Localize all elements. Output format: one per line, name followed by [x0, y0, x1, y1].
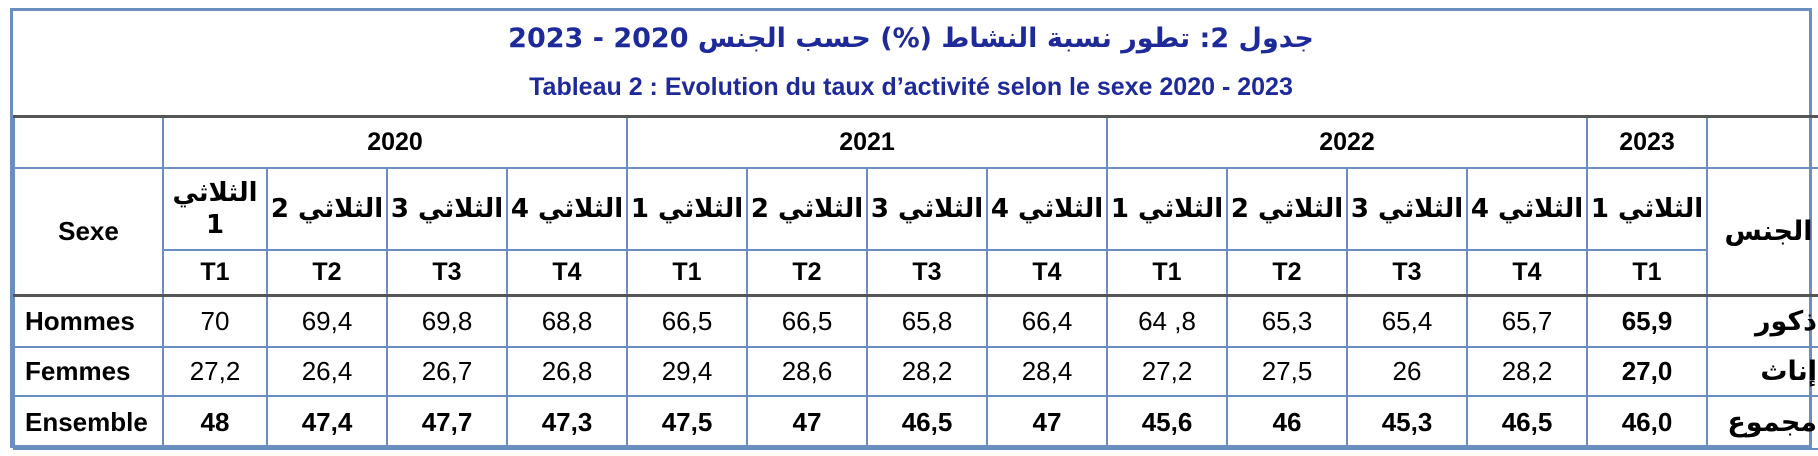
quarter-code-header: T3 [386, 248, 508, 297]
table-row-hommes: Hommes 70 69,4 69,8 68,8 66,5 66,5 65,8 … [13, 294, 1818, 348]
table-cell: 69,4 [266, 294, 388, 348]
table-cell: 27,0 [1586, 346, 1708, 397]
title-arabic: جدول 2: تطور نسبة النشاط (%) حسب الجنس 2… [508, 23, 1314, 54]
quarter-code-header: T4 [506, 248, 628, 297]
table-cell: 47,3 [506, 395, 628, 450]
quarter-code-header: T1 [162, 248, 268, 297]
title-french: Tableau 2 : Evolution du taux d’activité… [529, 73, 1293, 101]
table-cell: 64 ,8 [1106, 294, 1228, 348]
table-cell: 45,3 [1346, 395, 1468, 450]
table-cell: 65,4 [1346, 294, 1468, 348]
table-cell: 70 [162, 294, 268, 348]
table-cell: 47,5 [626, 395, 748, 450]
table-cell: 28,2 [866, 346, 988, 397]
table-cell: 68,8 [506, 294, 628, 348]
quarter-ar-header: الثلاثي 3 [386, 166, 508, 251]
table-cell: 28,2 [1466, 346, 1588, 397]
quarter-ar-header: الثلاثي 1 [626, 166, 748, 251]
table-cell: 48 [162, 395, 268, 450]
table-cell: 46,5 [1466, 395, 1588, 450]
jins-header: الجنس [1706, 166, 1818, 297]
table-cell: 26,4 [266, 346, 388, 397]
table-cell: 69,8 [386, 294, 508, 348]
table-cell: 28,4 [986, 346, 1108, 397]
table-cell: 47,7 [386, 395, 508, 450]
table-cell: 27,5 [1226, 346, 1348, 397]
year-header-2021: 2021 [626, 115, 1108, 169]
table-cell: 27,2 [1106, 346, 1228, 397]
table-cell: 65,3 [1226, 294, 1348, 348]
quarter-code-header: T1 [1106, 248, 1228, 297]
row-label-ar: ذكور [1706, 294, 1818, 348]
table-cell: 46 [1226, 395, 1348, 450]
quarter-ar-header: الثلاثي 4 [506, 166, 628, 251]
table-cell: 28,6 [746, 346, 868, 397]
table-cell: 26,8 [506, 346, 628, 397]
quarter-code-header: T3 [1346, 248, 1468, 297]
table-cell: 47,4 [266, 395, 388, 450]
quarter-ar-header: الثلاثي 1 [1106, 166, 1228, 251]
table-title-block: جدول 2: تطور نسبة النشاط (%) حسب الجنس 2… [13, 11, 1809, 115]
year-header-2022: 2022 [1106, 115, 1588, 169]
table-row-femmes: Femmes 27,2 26,4 26,7 26,8 29,4 28,6 28,… [13, 346, 1818, 397]
table-cell: 66,5 [746, 294, 868, 348]
row-label-fr: Ensemble [13, 395, 164, 450]
year-header-2023: 2023 [1586, 115, 1708, 169]
table-cell: 29,4 [626, 346, 748, 397]
quarter-code-header: T1 [626, 248, 748, 297]
quarter-ar-header: الثلاثي 3 [1346, 166, 1468, 251]
table-cell: 65,9 [1586, 294, 1708, 348]
table-cell: 47 [986, 395, 1108, 450]
table-cell: 66,4 [986, 294, 1108, 348]
quarter-code-header: T2 [266, 248, 388, 297]
table-cell: 65,8 [866, 294, 988, 348]
quarter-ar-header: الثلاثي 1 [162, 166, 268, 251]
year-header-2020: 2020 [162, 115, 628, 169]
table-cell: 65,7 [1466, 294, 1588, 348]
table-row-ensemble: Ensemble 48 47,4 47,7 47,3 47,5 47 46,5 … [13, 395, 1818, 450]
quarter-code-header: T1 [1586, 248, 1708, 297]
header-empty-left [13, 115, 164, 169]
quarter-code-header: T2 [746, 248, 868, 297]
quarter-ar-header: الثلاثي 2 [1226, 166, 1348, 251]
table-cell: 27,2 [162, 346, 268, 397]
quarter-code-header: T4 [1466, 248, 1588, 297]
quarter-ar-header: الثلاثي 3 [866, 166, 988, 251]
row-label-ar: مجموع [1706, 395, 1818, 450]
quarter-code-header: T4 [986, 248, 1108, 297]
table-cell: 47 [746, 395, 868, 450]
table-cell: 66,5 [626, 294, 748, 348]
quarter-ar-header: الثلاثي 2 [266, 166, 388, 251]
row-label-fr: Femmes [13, 346, 164, 397]
row-label-fr: Hommes [13, 294, 164, 348]
row-label-ar: إناث [1706, 346, 1818, 397]
table-cell: 46,0 [1586, 395, 1708, 450]
quarter-ar-header: الثلاثي 1 [1586, 166, 1708, 251]
sexe-header: Sexe [13, 166, 164, 297]
table-document: جدول 2: تطور نسبة النشاط (%) حسب الجنس 2… [10, 8, 1818, 450]
quarter-ar-header: الثلاثي 4 [986, 166, 1108, 251]
quarter-code-header: T3 [866, 248, 988, 297]
header-empty-right [1706, 115, 1818, 169]
table-cell: 45,6 [1106, 395, 1228, 450]
table-cell: 26,7 [386, 346, 508, 397]
quarter-ar-header: الثلاثي 2 [746, 166, 868, 251]
quarter-code-header: T2 [1226, 248, 1348, 297]
table-cell: 46,5 [866, 395, 988, 450]
table-cell: 26 [1346, 346, 1468, 397]
activity-rate-table: 2020 2021 2022 2023 Sexe الثلاثي 1 الثلا… [13, 115, 1818, 450]
quarter-ar-header: الثلاثي 4 [1466, 166, 1588, 251]
